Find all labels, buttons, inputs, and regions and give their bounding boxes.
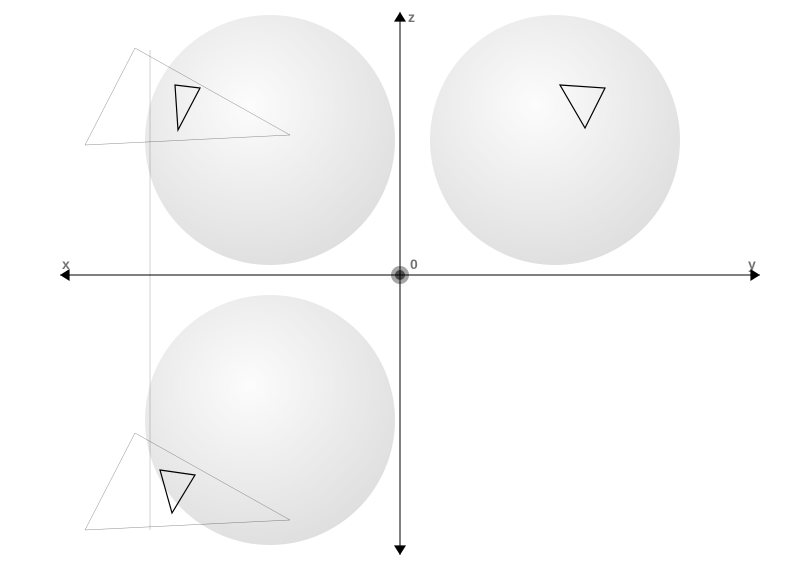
origin-marker-inner [395, 270, 405, 280]
axis-arrow-down [394, 545, 406, 555]
axis-label-x: x [62, 256, 70, 272]
axis-arrow-up [394, 12, 406, 22]
sphere-bottom-left [145, 295, 395, 545]
axis-label-z: z [408, 9, 415, 25]
sphere-top-right [430, 15, 680, 265]
axis-label-y: y [748, 256, 756, 272]
diagram-canvas: z x y 0 [0, 0, 800, 566]
axis-label-origin: 0 [410, 256, 418, 272]
